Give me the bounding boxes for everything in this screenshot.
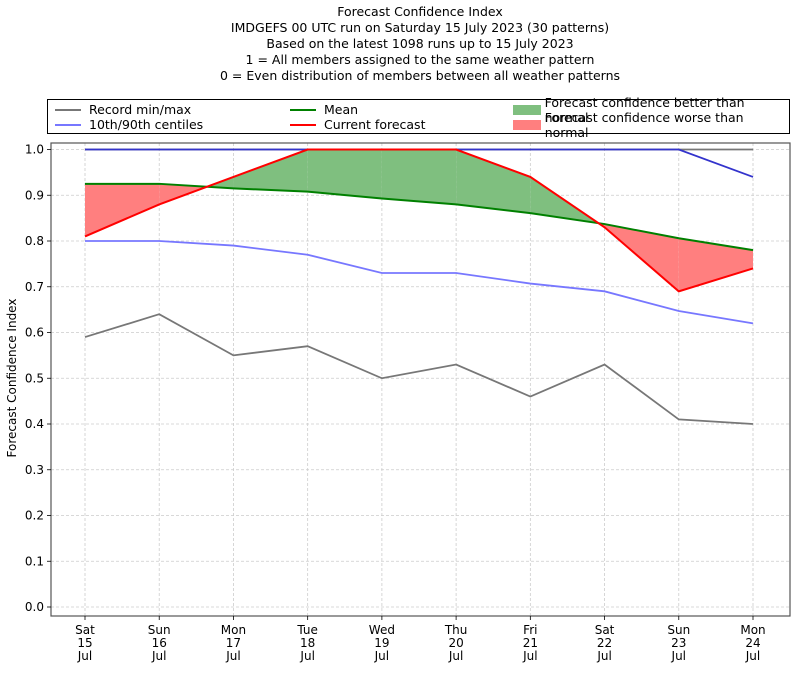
x-tick-label: Jul bbox=[448, 649, 463, 663]
x-tick-label: 23 bbox=[671, 636, 686, 650]
legend-swatch-centiles bbox=[55, 123, 81, 126]
x-tick-label: Jul bbox=[225, 649, 240, 663]
legend-label-record: Record min/max bbox=[89, 102, 192, 117]
x-axis-ticks: Sat15JulSun16JulMon17JulTue18JulWed19Jul… bbox=[75, 616, 766, 663]
series-lines bbox=[84, 148, 754, 425]
fill-better-segment bbox=[233, 149, 308, 192]
legend-item-worse: Forecast confidence worse than normal bbox=[513, 110, 789, 140]
y-tick-label: 0.2 bbox=[25, 509, 44, 523]
fill-worse-segment bbox=[678, 238, 753, 292]
legend-swatch-mean bbox=[290, 108, 316, 111]
y-tick-label: 0.4 bbox=[25, 417, 44, 431]
x-tick-label: Sat bbox=[595, 623, 615, 637]
y-tick-label: 0.5 bbox=[25, 371, 44, 385]
fill-better-segment bbox=[456, 149, 531, 214]
y-tick-label: 1.0 bbox=[25, 143, 44, 157]
plot-frame bbox=[50, 142, 791, 617]
y-tick-label: 0.3 bbox=[25, 463, 44, 477]
x-tick-label: 18 bbox=[300, 636, 315, 650]
x-tick-label: Jul bbox=[77, 649, 92, 663]
x-tick-label: 16 bbox=[152, 636, 167, 650]
x-tick-label: Jul bbox=[745, 649, 760, 663]
x-tick-label: 20 bbox=[448, 636, 463, 650]
x-tick-label: Jul bbox=[596, 649, 611, 663]
legend-item-record: Record min/max bbox=[55, 102, 191, 117]
x-tick-label: 24 bbox=[745, 636, 760, 650]
legend-item-current: Current forecast bbox=[290, 117, 425, 132]
x-tick-label: Jul bbox=[522, 649, 537, 663]
legend-label-current: Current forecast bbox=[324, 117, 426, 132]
y-tick-label: 0.6 bbox=[25, 326, 44, 340]
chart-subtitle-2: Based on the latest 1098 runs up to 15 J… bbox=[266, 36, 574, 51]
y-tick-label: 0.1 bbox=[25, 554, 44, 568]
x-tick-label: Jul bbox=[151, 649, 166, 663]
x-tick-label: Mon bbox=[740, 623, 765, 637]
x-tick-label: 15 bbox=[77, 636, 92, 650]
x-tick-label: Tue bbox=[296, 623, 318, 637]
series-line-mean bbox=[85, 182, 754, 252]
chart-subtitle-3: 1 = All members assigned to the same wea… bbox=[245, 52, 595, 67]
legend-swatch-record bbox=[55, 108, 81, 111]
y-tick-label: 0.7 bbox=[25, 280, 44, 294]
fill-better-segment bbox=[307, 149, 382, 199]
grid bbox=[51, 143, 790, 616]
legend: Record min/max 10th/90th centiles Mean C… bbox=[47, 95, 790, 140]
legend-swatch-current bbox=[290, 123, 316, 126]
legend-item-better: Forecast confidence better than normal bbox=[513, 95, 789, 125]
fill-better-segment bbox=[381, 149, 457, 205]
y-axis-ticks: 0.0 0.1 0.2 0.3 0.4 0.5 0.6 0.7 0.8 0.9 1.0 bbox=[25, 143, 51, 614]
x-tick-label: Jul bbox=[671, 649, 686, 663]
chart-subtitle-4: 0 = Even distribution of members between… bbox=[219, 68, 621, 83]
y-axis-label: Forecast Confidence Index bbox=[5, 299, 19, 458]
legend-item-centiles: 10th/90th centiles bbox=[55, 117, 203, 132]
legend-label-centiles: 10th/90th centiles bbox=[89, 117, 204, 132]
x-tick-label: Jul bbox=[299, 649, 314, 663]
x-tick-label: Wed bbox=[369, 623, 395, 637]
legend-swatch-worse bbox=[513, 119, 541, 130]
y-tick-label: 0.9 bbox=[25, 188, 44, 202]
x-tick-label: Thu bbox=[444, 623, 468, 637]
legend-label-mean: Mean bbox=[324, 102, 359, 117]
x-tick-label: Fri bbox=[523, 623, 537, 637]
fill-worse-segment bbox=[85, 183, 160, 237]
legend-label-better: Forecast confidence better than normal bbox=[544, 94, 745, 125]
x-tick-label: 21 bbox=[523, 636, 538, 650]
x-tick-label: Sat bbox=[75, 623, 95, 637]
x-tick-label: Sun bbox=[667, 623, 690, 637]
legend-label-worse: Forecast confidence worse than normal bbox=[544, 109, 744, 140]
y-tick-label: 0.0 bbox=[25, 600, 44, 614]
y-tick-label: 0.8 bbox=[25, 234, 44, 248]
x-tick-label: Mon bbox=[221, 623, 246, 637]
x-tick-label: 17 bbox=[226, 636, 241, 650]
chart-title-block: Forecast Confidence Index IMDGEFS 00 UTC… bbox=[0, 4, 800, 84]
x-tick-label: Sun bbox=[148, 623, 171, 637]
chart-title: Forecast Confidence Index bbox=[337, 4, 503, 19]
legend-swatch-better bbox=[513, 104, 541, 115]
series-line-current-forecast bbox=[84, 148, 754, 293]
series-line-10th-centile bbox=[85, 240, 754, 325]
x-tick-label: 22 bbox=[597, 636, 612, 650]
x-tick-label: Jul bbox=[374, 649, 389, 663]
series-line-record-min bbox=[84, 313, 754, 425]
x-tick-label: 19 bbox=[374, 636, 389, 650]
legend-item-mean: Mean bbox=[290, 102, 358, 117]
chart-subtitle-1: IMDGEFS 00 UTC run on Saturday 15 July 2… bbox=[230, 20, 610, 35]
